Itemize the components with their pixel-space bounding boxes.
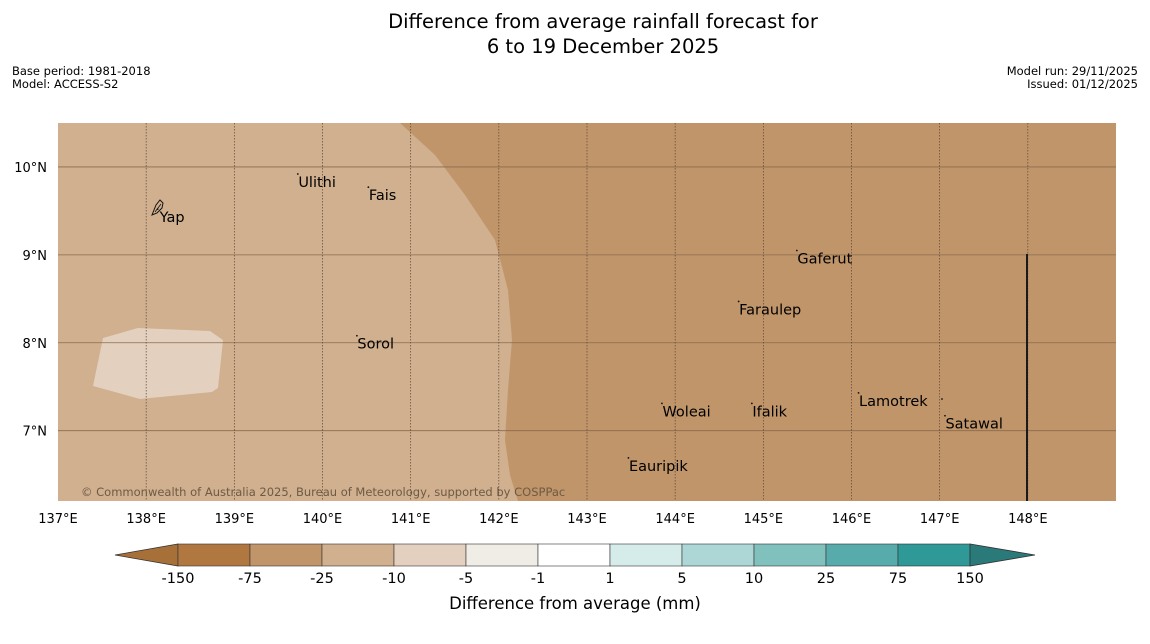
latitude-tick-label: 10°N <box>14 161 47 176</box>
island-marker <box>750 402 753 405</box>
copyright-text: © Commonwealth of Australia 2025, Bureau… <box>81 485 566 499</box>
colorbar-swatch <box>465 543 539 567</box>
latitude-tick-label: 7°N <box>23 425 48 440</box>
issued-text: Issued: 01/12/2025 <box>1027 77 1138 91</box>
colorbar-extend-high <box>969 543 1036 567</box>
latitude-tick-label: 9°N <box>23 249 48 264</box>
colorbar-tick-label: -1 <box>531 571 545 587</box>
longitude-tick-label: 140°E <box>303 512 343 527</box>
meta-left: Base period: 1981-2018 Model: ACCESS-S2 <box>12 65 151 91</box>
colorbar-tick-label: -75 <box>238 571 262 587</box>
place-label: Yap <box>159 210 185 226</box>
island-marker <box>627 457 630 459</box>
colorbar-swatch <box>681 543 755 567</box>
place-label: Sorol <box>357 337 394 353</box>
colorbar-tick-label: 150 <box>956 571 984 587</box>
colorbar-tick-label: -25 <box>310 571 334 587</box>
place-label: Lamotrek <box>859 394 928 410</box>
meta-right: Model run: 29/11/2025 Issued: 01/12/2025 <box>1007 65 1138 91</box>
colorbar-tick-label: -150 <box>162 571 195 587</box>
island-marker <box>737 300 740 303</box>
colorbar-tick-label: 75 <box>889 571 907 587</box>
colorbar-tick-label: -10 <box>382 571 406 587</box>
longitude-tick-label: 142°E <box>479 512 519 527</box>
anomaly-band-light <box>93 328 223 399</box>
title-line-2: 6 to 19 December 2025 <box>486 35 720 58</box>
place-label: Fais <box>369 188 396 204</box>
colorbar-tick-label: 1 <box>605 571 614 587</box>
longitude-axis: 137°E 138°E 139°E 140°E 141°E 142°E 143°E 144°E… <box>38 512 1047 527</box>
place-label: Ulithi <box>298 175 336 191</box>
island-marker <box>795 249 798 252</box>
colorbar-swatch <box>537 543 611 567</box>
base-period-text: Base period: 1981-2018 <box>12 64 151 78</box>
map-area: Ulithi Fais Yap Gaferut Faraulep Sorol Lamotre… <box>58 123 1116 501</box>
place-label: Ifalik <box>752 404 787 420</box>
model-text: Model: ACCESS-S2 <box>12 77 119 91</box>
colorbar-tick-label: 25 <box>817 571 835 587</box>
longitude-tick-label: 137°E <box>38 512 78 527</box>
island-marker <box>661 402 663 405</box>
colorbar-tick-label: 5 <box>677 571 686 587</box>
latitude-tick-label: 8°N <box>23 337 48 352</box>
colorbar-tick-label: 10 <box>745 571 763 587</box>
longitude-tick-label: 147°E <box>920 512 960 527</box>
longitude-tick-label: 138°E <box>126 512 166 527</box>
colorbar-swatch <box>897 543 971 567</box>
graticule <box>58 123 1116 501</box>
island-marker <box>367 186 370 189</box>
place-label: Satawal <box>945 417 1002 433</box>
place-label: Eauripik <box>629 459 688 475</box>
title-line-1: Difference from average rainfall forecas… <box>388 10 818 33</box>
longitude-tick-label: 139°E <box>215 512 255 527</box>
map-title: Difference from average rainfall forecas… <box>0 9 1150 59</box>
islet-marker <box>941 398 943 400</box>
model-run-text: Model run: 29/11/2025 <box>1006 64 1138 78</box>
colorbar-swatch <box>393 543 467 567</box>
colorbar-swatch <box>609 543 683 567</box>
anomaly-band-mid <box>58 123 518 501</box>
island-marker <box>355 334 358 337</box>
colorbar-swatch <box>753 543 827 567</box>
island-marker <box>156 208 159 211</box>
island-marker <box>944 414 946 417</box>
colorbar-extend-low <box>114 543 179 567</box>
island-marker <box>296 173 299 175</box>
latitude-axis: 10°N 9°N 8°N 7°N <box>14 161 47 440</box>
place-label: Gaferut <box>797 251 852 267</box>
longitude-tick-label: 141°E <box>391 512 431 527</box>
longitude-tick-label: 145°E <box>744 512 784 527</box>
colorbar-swatch <box>249 543 323 567</box>
place-label: Woleai <box>662 404 710 420</box>
island-marker <box>857 391 860 394</box>
place-label: Faraulep <box>739 302 801 318</box>
longitude-tick-label: 143°E <box>567 512 607 527</box>
longitude-tick-label: 146°E <box>832 512 872 527</box>
longitude-tick-label: 148°E <box>1008 512 1048 527</box>
colorbar-title: Difference from average (mm) <box>449 594 701 613</box>
colorbar-swatch <box>825 543 899 567</box>
colorbar: -150 -75 -25 -10 -5 -1 1 5 10 25 75 150 <box>114 543 1036 587</box>
colorbar-tick-label: -5 <box>459 571 473 587</box>
place-labels: Ulithi Fais Yap Gaferut Faraulep Sorol Lamotre… <box>156 173 1003 475</box>
colorbar-swatch <box>177 543 251 567</box>
longitude-tick-label: 144°E <box>655 512 695 527</box>
colorbar-swatch <box>321 543 395 567</box>
yap-island-icon <box>151 199 164 216</box>
